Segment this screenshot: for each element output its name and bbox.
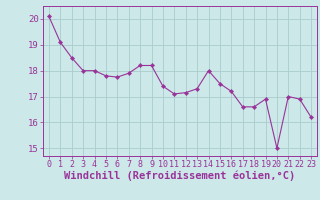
X-axis label: Windchill (Refroidissement éolien,°C): Windchill (Refroidissement éolien,°C) xyxy=(64,171,296,181)
